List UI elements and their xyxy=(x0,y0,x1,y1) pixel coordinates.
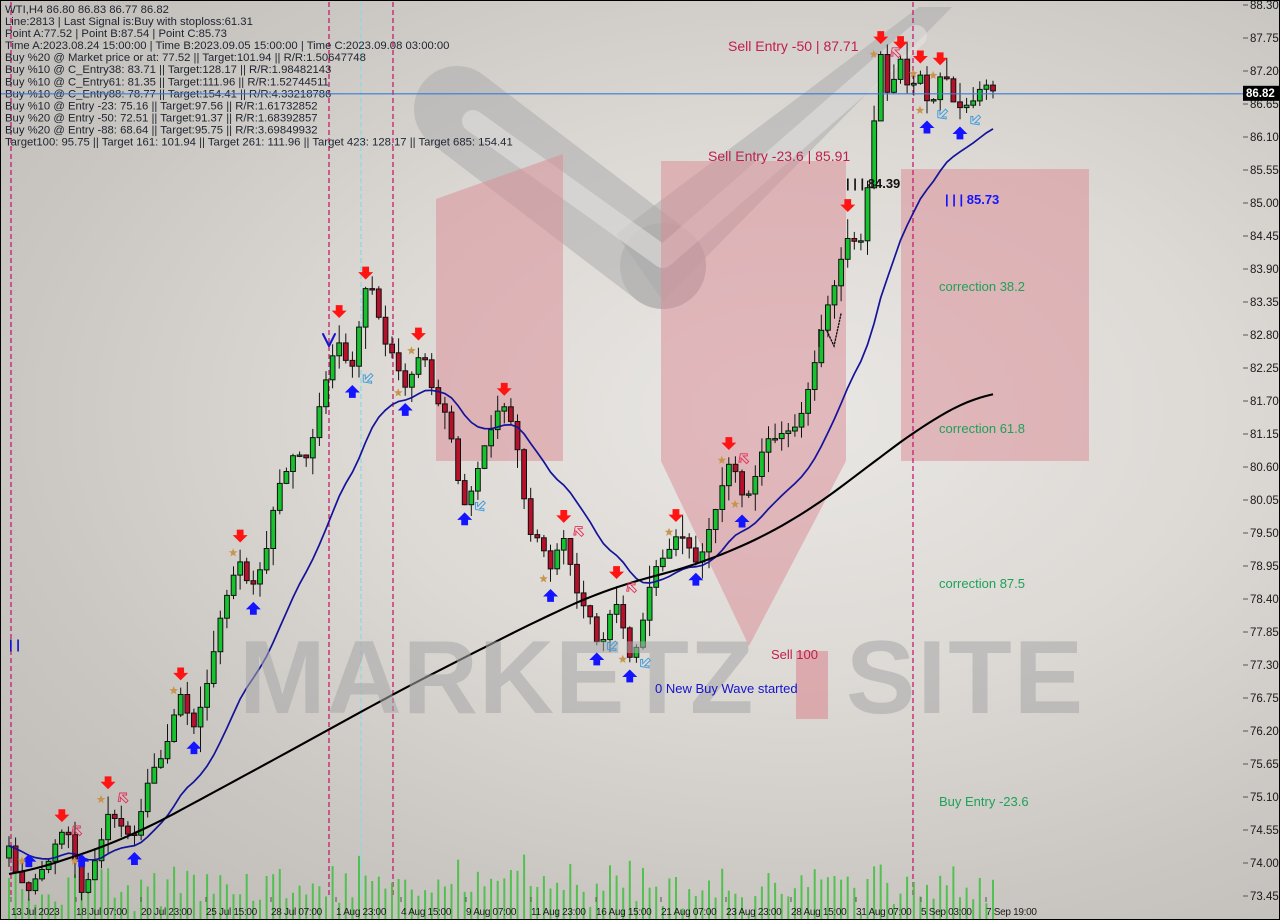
svg-text:76.20: 76.20 xyxy=(1250,726,1279,738)
svg-text:4 Aug 15:00: 4 Aug 15:00 xyxy=(401,907,452,918)
svg-text:28 Aug 15:00: 28 Aug 15:00 xyxy=(791,907,847,918)
svg-text:16 Aug 15:00: 16 Aug 15:00 xyxy=(596,907,652,918)
svg-text:73.45: 73.45 xyxy=(1250,891,1279,903)
svg-text:74.00: 74.00 xyxy=(1250,858,1279,870)
svg-text:74.55: 74.55 xyxy=(1250,825,1279,837)
svg-text:28 Jul 07:00: 28 Jul 07:00 xyxy=(271,907,323,918)
svg-text:18 Jul 07:00: 18 Jul 07:00 xyxy=(76,907,128,918)
svg-text:82.80: 82.80 xyxy=(1250,330,1279,342)
svg-text:31 Aug 07:00: 31 Aug 07:00 xyxy=(856,907,912,918)
svg-text:11 Aug 23:00: 11 Aug 23:00 xyxy=(531,907,586,918)
svg-text:9 Aug 07:00: 9 Aug 07:00 xyxy=(466,907,517,918)
svg-text:1 Aug 23:00: 1 Aug 23:00 xyxy=(336,907,387,918)
svg-text:85.55: 85.55 xyxy=(1250,165,1279,177)
svg-text:81.70: 81.70 xyxy=(1250,396,1279,408)
svg-text:5 Sep 03:00: 5 Sep 03:00 xyxy=(921,907,972,918)
svg-text:88.30: 88.30 xyxy=(1250,1,1279,12)
svg-text:78.40: 78.40 xyxy=(1250,594,1279,606)
svg-text:87.20: 87.20 xyxy=(1250,66,1279,78)
svg-text:75.65: 75.65 xyxy=(1250,759,1279,771)
svg-text:21 Aug 07:00: 21 Aug 07:00 xyxy=(661,907,717,918)
svg-text:86.82: 86.82 xyxy=(1246,88,1275,100)
svg-text:86.10: 86.10 xyxy=(1250,132,1279,144)
svg-text:82.25: 82.25 xyxy=(1250,363,1279,375)
svg-text:23 Aug 23:00: 23 Aug 23:00 xyxy=(726,907,782,918)
svg-text:77.85: 77.85 xyxy=(1250,627,1279,639)
svg-text:13 Jul 2023: 13 Jul 2023 xyxy=(11,907,60,918)
svg-text:25 Jul 15:00: 25 Jul 15:00 xyxy=(206,907,258,918)
svg-text:77.30: 77.30 xyxy=(1250,660,1279,672)
svg-text:80.60: 80.60 xyxy=(1250,462,1279,474)
svg-text:81.15: 81.15 xyxy=(1250,429,1279,441)
svg-text:87.75: 87.75 xyxy=(1250,33,1279,45)
svg-text:79.50: 79.50 xyxy=(1250,528,1279,540)
svg-text:84.45: 84.45 xyxy=(1250,231,1279,243)
svg-text:7 Sep 19:00: 7 Sep 19:00 xyxy=(986,907,1037,918)
svg-text:75.10: 75.10 xyxy=(1250,792,1279,804)
svg-text:80.05: 80.05 xyxy=(1250,495,1279,507)
svg-text:83.90: 83.90 xyxy=(1250,264,1279,276)
svg-text:76.75: 76.75 xyxy=(1250,693,1279,705)
svg-text:85.00: 85.00 xyxy=(1250,198,1279,210)
svg-text:20 Jul 23:00: 20 Jul 23:00 xyxy=(141,907,193,918)
svg-text:83.35: 83.35 xyxy=(1250,297,1279,309)
svg-text:78.95: 78.95 xyxy=(1250,561,1279,573)
